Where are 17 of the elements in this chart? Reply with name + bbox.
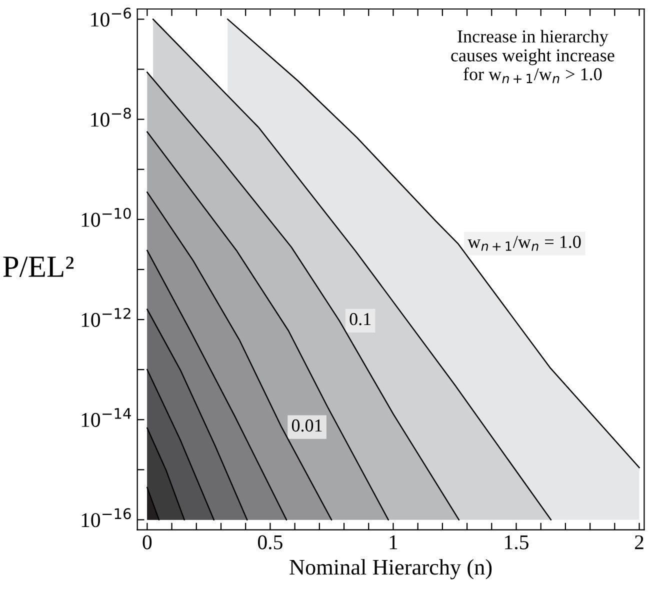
- series-label: 0.1: [350, 312, 371, 326]
- y-axis-title: P/EL²: [3, 256, 74, 278]
- x-tick-label: 1: [390, 535, 398, 550]
- x-tick-label: 0: [142, 535, 152, 550]
- y-tick-label: 10$^{−12}$: [82, 308, 130, 327]
- x-tick-label: 2: [634, 535, 644, 550]
- y-tick-label: 10$^{−8}$: [91, 108, 131, 127]
- y-tick-label: 10$^{−10}$: [82, 208, 131, 227]
- x-tick-label: 1.5: [505, 535, 528, 550]
- annotation: Increase in hierarchy causes weight increase for w$_{n+1}$/w$_{n}$ > 1.0: [451, 30, 614, 84]
- series-label: 0.01: [292, 419, 322, 432]
- y-tick-label: 10$^{−6}$: [91, 8, 131, 27]
- x-axis-title: Nominal Hierarchy (n): [290, 559, 492, 580]
- series-label: w$_{n+1}$/w$_{n}$ = 1.0: [468, 236, 581, 251]
- y-tick-label: 10$^{−14}$: [82, 408, 131, 427]
- y-tick-label: 10$^{−16}$: [82, 508, 131, 528]
- x-tick-label: 0.5: [258, 535, 282, 550]
